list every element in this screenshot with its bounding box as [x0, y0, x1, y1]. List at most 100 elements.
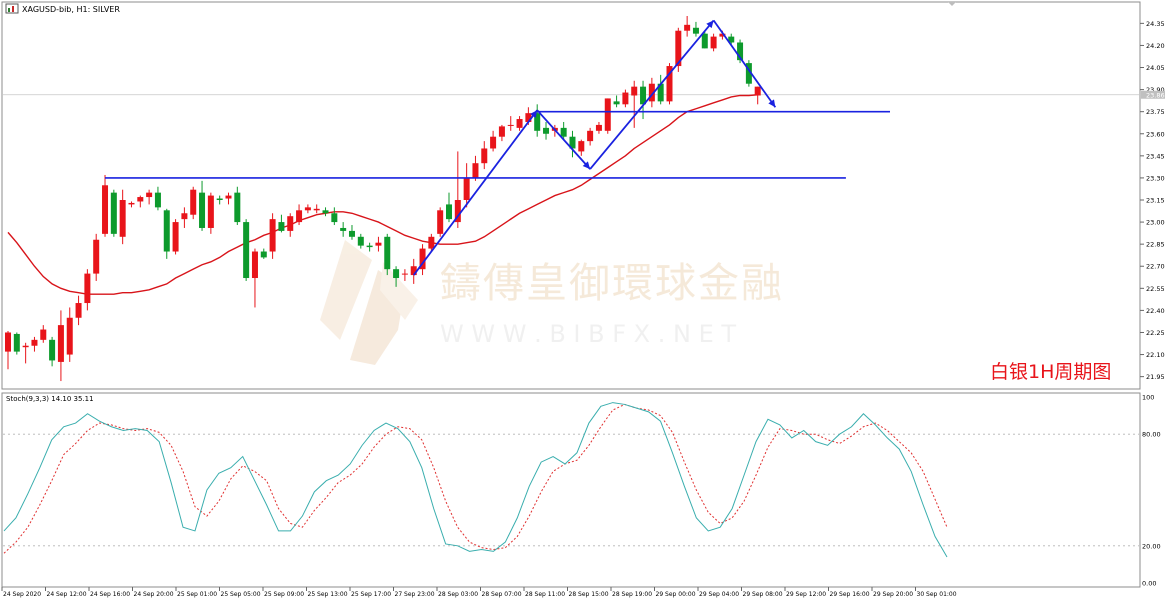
candle-body [119, 200, 126, 237]
price-tick-label: 22.25 [1146, 329, 1165, 337]
candle-body [401, 273, 408, 275]
chart-shift-marker [948, 2, 956, 6]
candle-body [190, 189, 197, 215]
time-tick-label: 29 Sep 04:00 [699, 591, 739, 598]
candle [119, 189, 126, 245]
price-tick-label: 23.60 [1146, 130, 1165, 138]
candle-body [613, 101, 620, 105]
price-tick-label: 23.30 [1146, 174, 1165, 182]
candle-body [543, 127, 550, 134]
candle [622, 89, 629, 108]
current-price-label: 23.86 [1146, 91, 1165, 99]
time-tick-label: 25 Sep 05:00 [221, 591, 261, 598]
candle-body [313, 208, 320, 211]
candle [181, 207, 188, 228]
time-tick-label: 29 Sep 20:00 [873, 591, 913, 598]
candle [49, 336, 56, 367]
candle-body [296, 210, 303, 223]
candle [13, 332, 20, 355]
time-tick-label: 24 Sep 12:00 [47, 591, 87, 598]
candle [587, 127, 594, 146]
candle [543, 121, 550, 140]
price-tick-label: 24.20 [1146, 42, 1165, 50]
candle [322, 207, 329, 217]
trend-arrow-shaft [712, 19, 777, 108]
time-tick-label: 25 Sep 09:00 [264, 591, 304, 598]
candle [40, 325, 47, 343]
trend-arrow [589, 19, 715, 170]
candle-body [269, 219, 276, 252]
time-tick-label: 25 Sep 17:00 [351, 591, 391, 598]
candle [490, 130, 497, 152]
candle-body [146, 192, 153, 198]
candle-body [287, 216, 294, 231]
candle-body [675, 30, 682, 67]
trend-arrow [536, 109, 591, 170]
candle [428, 233, 435, 252]
trend-arrow [412, 109, 538, 276]
time-tick-label: 28 Sep 15:00 [569, 591, 609, 598]
time-tick-label: 28 Sep 07:00 [482, 591, 522, 598]
candle-body [49, 339, 56, 361]
time-tick-label: 25 Sep 13:00 [308, 591, 348, 598]
candle-body [710, 36, 717, 49]
candle-body [163, 210, 170, 252]
candle [110, 189, 117, 237]
time-tick-label: 25 Sep 01:00 [177, 591, 217, 598]
moving-average-line [7, 94, 758, 295]
candle [692, 21, 699, 37]
price-tick-label: 23.15 [1146, 197, 1165, 205]
stoch-layer: 100 80.00 20.00 0.00 [3, 394, 1161, 588]
candle [560, 121, 567, 140]
trend-arrow-shaft [412, 109, 538, 276]
candle [128, 201, 135, 208]
price-tick-label: 22.10 [1146, 351, 1165, 359]
stoch-tick-label: 0.00 [1142, 580, 1156, 588]
candle [5, 331, 11, 370]
candle [163, 208, 170, 259]
time-tick-label: 28 Sep 11:00 [525, 591, 565, 598]
candle-body [578, 141, 585, 152]
candle-body [348, 230, 355, 237]
candle [93, 233, 100, 281]
candle [410, 258, 417, 284]
candle [648, 77, 655, 108]
candle-body [384, 236, 391, 270]
stoch-signal-line [3, 403, 948, 554]
candle-body [419, 248, 426, 270]
candle [190, 186, 197, 220]
candle-body [366, 245, 373, 248]
candle [154, 186, 161, 211]
candle-body [110, 192, 117, 234]
time-axis: 24 Sep 2020 24 Sep 12:00 24 Sep 16:00 24 Se… [1, 587, 957, 598]
price-tick-label: 24.35 [1146, 20, 1165, 28]
candle-body [225, 195, 232, 199]
stoch-tick-label: 80.00 [1142, 431, 1161, 439]
candle-body [657, 83, 664, 102]
candle-body [728, 36, 735, 43]
current-price-marker [1141, 90, 1165, 99]
candle [146, 189, 153, 205]
time-tick-label: 29 Sep 00:00 [656, 591, 696, 598]
candle [313, 204, 320, 214]
candle [366, 242, 373, 252]
candle-body [410, 266, 417, 276]
candle [102, 174, 109, 237]
trend-arrow-shaft [589, 19, 715, 170]
candle [172, 219, 179, 255]
candle [463, 163, 470, 208]
price-tick-label: 23.90 [1146, 86, 1165, 94]
price-tick-label: 23.75 [1146, 108, 1165, 116]
candle [260, 248, 267, 259]
watermark: 鑄傳皇御環球金融 W W W . B I B F X . N E T [320, 240, 782, 365]
candle [710, 33, 717, 52]
candle-body [13, 333, 20, 352]
candle-body [207, 195, 214, 228]
time-tick-label: 27 Sep 23:00 [395, 591, 435, 598]
price-tick-label: 23.00 [1146, 219, 1165, 227]
time-tick-label: 29 Sep 12:00 [786, 591, 826, 598]
candle [472, 155, 479, 181]
candle [234, 186, 241, 226]
candle-body [701, 33, 708, 49]
candle-body [481, 148, 488, 164]
